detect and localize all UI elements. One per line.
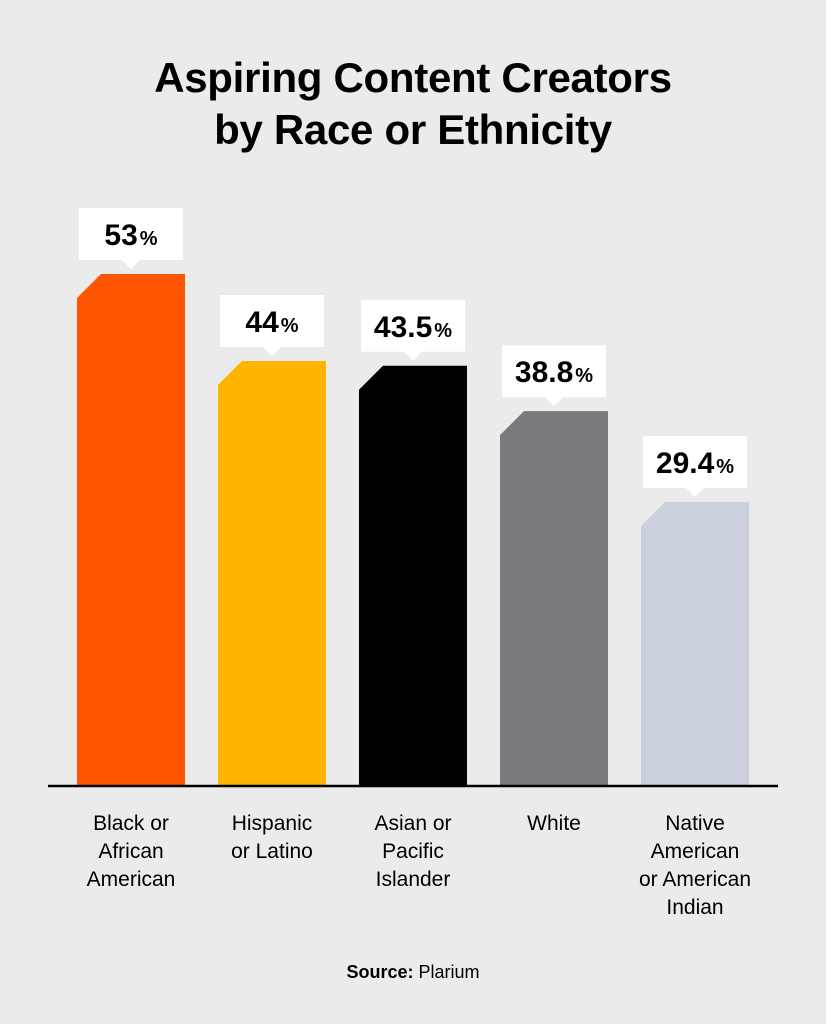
category-label-line: Pacific: [382, 840, 444, 863]
value-label-1: 44%: [245, 306, 298, 339]
category-label-line: Indian: [666, 896, 724, 919]
source-value: Plarium: [418, 962, 480, 982]
bar-2: [359, 365, 467, 786]
value-callout-3: [502, 345, 606, 407]
category-label-line: American: [650, 840, 740, 863]
category-label-line: or Latino: [231, 840, 313, 863]
chart-title-line-1: Aspiring Content Creators: [154, 54, 672, 101]
bar-0: [77, 274, 185, 786]
bar-4: [641, 501, 749, 786]
category-label-line: American: [86, 868, 176, 891]
source-note: Source: Plarium: [0, 962, 826, 983]
bar-3: [500, 411, 608, 786]
value-callout-4: [643, 435, 747, 497]
category-label-1: Hispanic or Latino: [197, 810, 347, 866]
category-label-2: Asian or Pacific Islander: [338, 810, 488, 894]
category-label-line: Hispanic: [231, 812, 313, 835]
value-callout-1: [220, 294, 324, 356]
category-label-line: African: [98, 840, 164, 863]
category-label-line: Native: [665, 812, 725, 835]
category-label-line: Black or: [93, 812, 169, 835]
value-label-0: 53%: [104, 219, 157, 252]
value-label-2: 43.5%: [374, 311, 452, 344]
chart-title: Aspiring Content Creators by Race or Eth…: [0, 52, 826, 156]
bar-1: [218, 360, 326, 786]
value-callout-0: [79, 208, 183, 269]
category-label-4: Native American or American Indian: [620, 810, 770, 922]
category-label-0: Black or African American: [56, 810, 206, 894]
chart-title-line-2: by Race or Ethnicity: [214, 106, 612, 153]
category-label-line: or American: [638, 868, 752, 891]
value-label-4: 29.4%: [656, 447, 734, 480]
value-label-3: 38.8%: [515, 356, 593, 389]
category-label-line: Islander: [375, 868, 451, 891]
category-label-line: White: [527, 812, 581, 835]
source-label: Source:: [346, 962, 414, 982]
value-callout-2: [361, 299, 465, 361]
category-label-3: White: [479, 810, 629, 838]
category-label-line: Asian or: [374, 812, 452, 835]
